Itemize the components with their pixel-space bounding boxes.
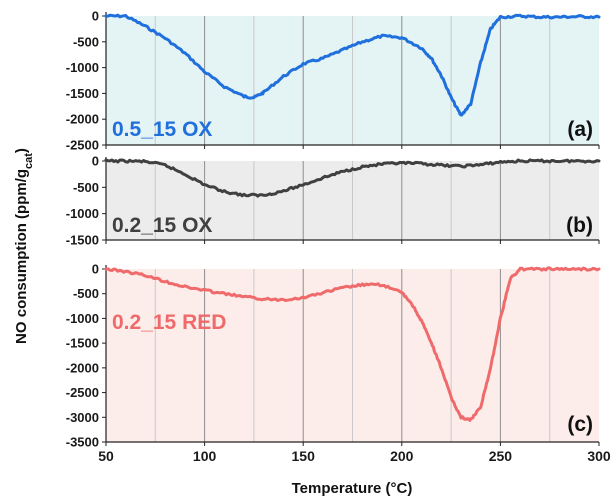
y-tick-label: -500 — [73, 34, 99, 49]
y-axis-title: NO consumption (ppm/gcat) — [13, 148, 35, 344]
y-axis-title-end: ) — [13, 148, 30, 153]
x-tick-label: 150 — [292, 448, 316, 464]
x-tick-label: 200 — [390, 448, 414, 464]
series-label: 0.2_15 RED — [112, 311, 226, 334]
y-tick-label: -500 — [73, 180, 99, 195]
y-tick-label: 0 — [92, 154, 99, 169]
x-tick-label: 50 — [98, 448, 114, 464]
y-tick-label: 0 — [92, 262, 99, 277]
y-tick-label: -1000 — [66, 206, 99, 221]
y-tick-label: -2500 — [66, 138, 99, 153]
y-tick-label: -1000 — [66, 60, 99, 75]
y-tick-label: -1500 — [66, 336, 99, 351]
panel-1: 0 -500 -1000 -1500 -2000 -2500 0.5_15 OX (a) — [66, 9, 601, 153]
y-tick-label: -2000 — [66, 112, 99, 127]
y-tick-label: 0 — [92, 9, 99, 24]
panel-2: 0 -500 -1000 -1500 0.2_15 OX (b) — [66, 154, 601, 248]
y-axis-title-subscript: cat — [23, 153, 35, 169]
x-axis-title: Temperature (°C) — [292, 480, 413, 497]
x-tick-label: 300 — [587, 448, 611, 464]
panel-tag-label: (c) — [567, 413, 593, 436]
panel-3: 0 -500 -1000 -1500 -2000 -2500 -3000 -3500 0.2_1… — [66, 262, 601, 450]
y-tick-label: -3500 — [66, 435, 99, 450]
panel-tag-label: (b) — [566, 214, 593, 237]
y-tick-label: -3000 — [66, 410, 99, 425]
y-axis-title-main: NO consumption (ppm/g — [13, 169, 30, 344]
y-tick-label: -500 — [73, 286, 99, 301]
x-tick-label: 100 — [193, 448, 217, 464]
series-label: 0.5_15 OX — [112, 118, 212, 141]
series-line — [104, 13, 601, 117]
y-tick-label: -2000 — [66, 360, 99, 375]
panel-tag-label: (a) — [567, 118, 593, 141]
y-tick-label: -2500 — [66, 385, 99, 400]
y-tick-label: -1000 — [66, 311, 99, 326]
series-line — [104, 158, 601, 198]
y-tick-label: -1500 — [66, 233, 99, 248]
series-label: 0.2_15 OX — [112, 214, 212, 237]
x-tick-label: 250 — [489, 448, 513, 464]
panels-layer: 0 -500 -1000 -1500 -2000 -2500 0.5_15 OX (a) 0 -5… — [66, 9, 611, 465]
y-tick-label: -1500 — [66, 86, 99, 101]
series-line — [104, 266, 601, 422]
